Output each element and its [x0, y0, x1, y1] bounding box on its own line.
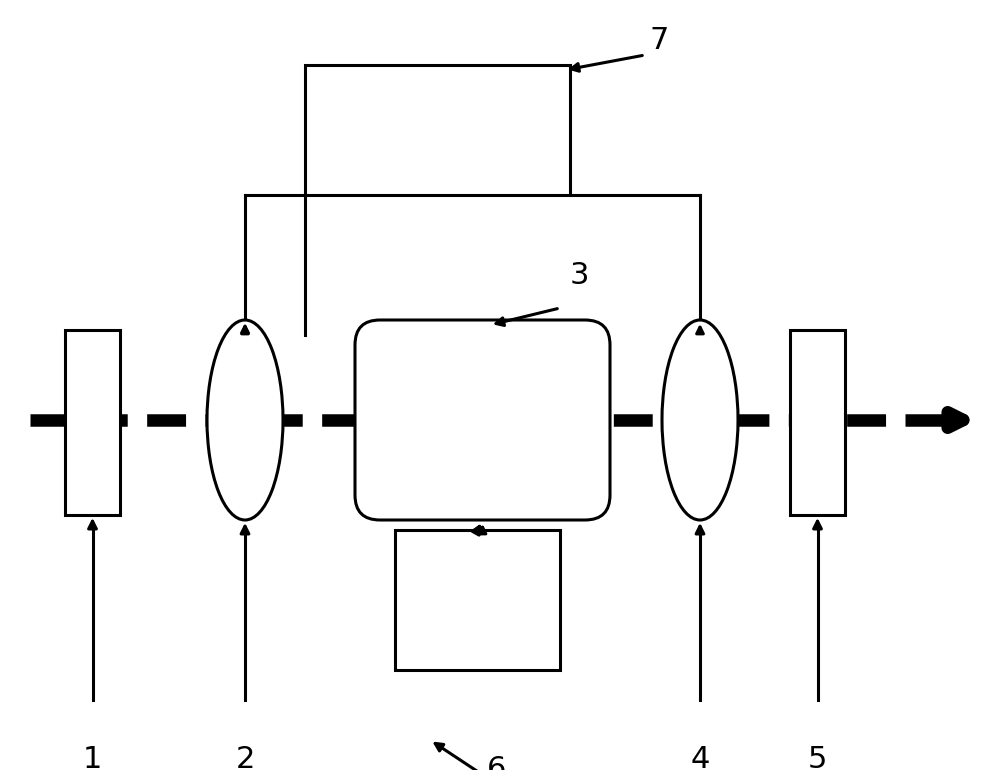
Bar — [305, 65, 570, 195]
Text: 2: 2 — [235, 745, 255, 770]
Text: 4: 4 — [690, 745, 710, 770]
Text: 6: 6 — [487, 755, 507, 770]
Text: 3: 3 — [570, 261, 590, 290]
Bar — [790, 330, 845, 515]
Bar — [395, 530, 560, 670]
Text: 5: 5 — [808, 745, 827, 770]
Text: 1: 1 — [83, 745, 102, 770]
Bar — [65, 330, 120, 515]
Text: 7: 7 — [650, 26, 669, 55]
FancyBboxPatch shape — [355, 320, 610, 520]
Ellipse shape — [207, 320, 283, 520]
Ellipse shape — [662, 320, 738, 520]
